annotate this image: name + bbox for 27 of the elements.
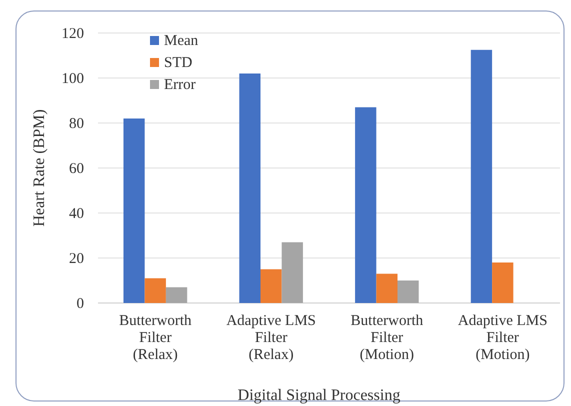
bar — [492, 262, 514, 303]
bar — [144, 278, 166, 303]
bar — [239, 74, 260, 303]
bar — [470, 50, 492, 303]
y-tick-label: 0 — [76, 296, 84, 312]
y-tick-label: 40 — [69, 206, 84, 222]
y-tick-label: 120 — [62, 26, 84, 42]
y-tick-label: 100 — [62, 70, 84, 87]
bar — [166, 287, 188, 303]
bar — [398, 280, 419, 303]
x-tick-label: Adaptive LMS Filter (Motion) — [458, 313, 548, 363]
bar — [123, 118, 145, 303]
legend-label: Mean — [164, 33, 199, 49]
bar — [355, 107, 376, 303]
x-tick-label: Adaptive LMS Filter (Relax) — [226, 313, 316, 363]
y-tick-label: 20 — [69, 250, 84, 267]
x-axis-title: Digital Signal Processing — [238, 387, 400, 404]
y-tick-label: 80 — [69, 116, 84, 132]
bar — [376, 274, 398, 303]
y-tick-label: 60 — [69, 160, 84, 177]
legend-label: STD — [164, 55, 193, 71]
x-tick-label: Butterworth Filter (Relax) — [119, 313, 192, 363]
y-axis-title: Heart Rate (BPM) — [31, 109, 48, 227]
bar — [282, 242, 303, 303]
bar — [260, 269, 282, 303]
legend-label: Error — [164, 77, 196, 93]
x-tick-label: Butterworth Filter (Motion) — [350, 313, 424, 363]
